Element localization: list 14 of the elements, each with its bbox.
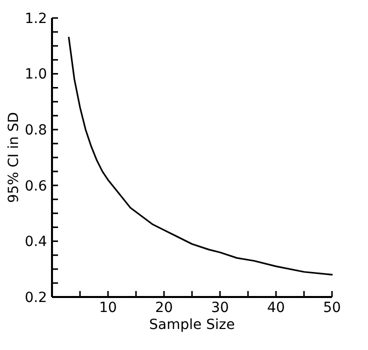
x-tick-label: 20: [155, 300, 173, 316]
y-tick-label: 0.8: [24, 122, 47, 138]
y-tick-label: 0.2: [24, 290, 47, 306]
y-tick-label: 1.2: [24, 10, 47, 27]
line-series: [68, 36, 333, 276]
x-tick-label: 40: [267, 300, 285, 316]
y-tick-label: 0.6: [24, 178, 48, 194]
y-tick-label: 1.0: [24, 66, 47, 83]
x-tick-label: 10: [99, 300, 117, 316]
x-tick-label: 50: [323, 300, 341, 316]
y-tick-label: 0.4: [24, 234, 48, 250]
y-axis-title: 95% CI in SD: [6, 112, 22, 203]
x-tick-label: 30: [211, 300, 229, 316]
x-axis-title: Sample Size: [149, 317, 235, 333]
